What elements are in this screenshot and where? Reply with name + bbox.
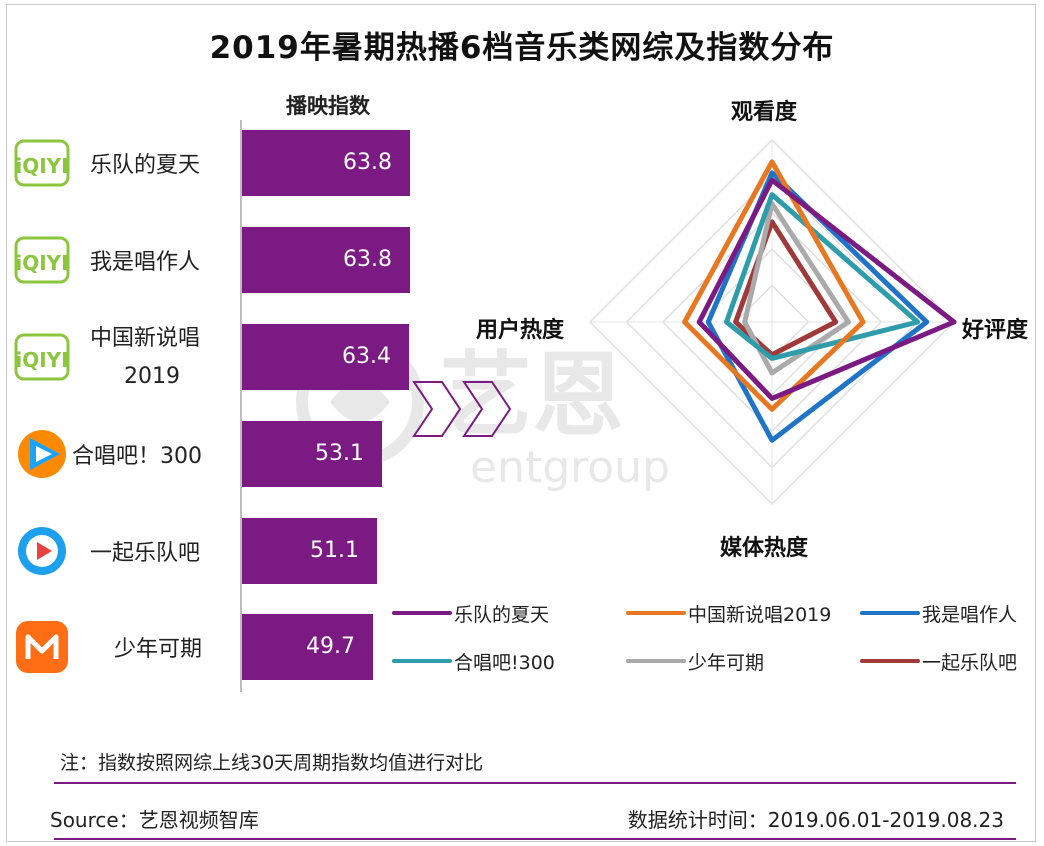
youku-logo-icon — [14, 523, 70, 579]
bar-row: iQIYI 我是唱作人 — [0, 227, 440, 293]
chevron-arrows-icon — [412, 381, 512, 437]
show-name-line2: 2019 — [124, 364, 180, 389]
bar-value-label: 63.8 — [343, 150, 392, 175]
bar-axis-line — [240, 120, 242, 692]
bar: 49.7 — [242, 614, 373, 680]
mgtv-logo-icon — [14, 619, 70, 675]
radar-axis-label-right: 好评度 — [962, 318, 1029, 343]
divider — [54, 782, 1016, 784]
legend-label: 我是唱作人 — [922, 603, 1018, 626]
footnote: 注：指数按照网综上线30天周期指数均值进行对比 — [60, 752, 484, 774]
chart-frame — [6, 4, 1036, 842]
legend-swatch — [392, 659, 452, 663]
legend-swatch — [392, 611, 452, 615]
tencent-video-logo-icon — [14, 426, 70, 482]
watermark-en: entgroup — [470, 442, 670, 492]
show-name: 合唱吧！300 — [72, 444, 202, 469]
legend-swatch — [860, 659, 920, 663]
bar-value-label: 63.4 — [342, 344, 391, 369]
bar-value-label: 63.8 — [343, 247, 392, 272]
radar-axis-label-top: 观看度 — [731, 100, 798, 125]
iqiyi-logo-icon: iQIYI — [14, 232, 70, 288]
bar-row: 一起乐队吧 — [0, 518, 440, 584]
date-range-text: 数据统计时间：2019.06.01-2019.08.23 — [627, 808, 1004, 832]
svg-text:iQIYI: iQIYI — [15, 251, 68, 275]
source-text: Source：艺恩视频智库 — [50, 808, 259, 832]
bar: 63.8 — [242, 227, 410, 293]
show-name: 一起乐队吧 — [90, 541, 201, 566]
bar-row: 少年可期 — [0, 614, 440, 680]
show-name: 乐队的夏天 — [90, 153, 201, 178]
show-name: 少年可期 — [114, 637, 203, 662]
legend-swatch — [860, 611, 920, 615]
bar-value-label: 51.1 — [310, 538, 359, 563]
svg-text:iQIYI: iQIYI — [15, 154, 68, 178]
legend-label: 合唱吧!300 — [454, 651, 555, 674]
legend-item: 乐队的夏天 — [392, 600, 549, 626]
bar-row: iQIYI 中国新说唱 2019 — [0, 324, 440, 390]
radar-axis-label-left: 用户热度 — [476, 318, 565, 343]
radar-axis-label-bottom: 媒体热度 — [720, 536, 809, 561]
show-name: 中国新说唱 — [90, 326, 201, 351]
legend-item: 合唱吧!300 — [392, 648, 555, 674]
bar: 53.1 — [242, 421, 382, 487]
bar-value-label: 53.1 — [315, 441, 364, 466]
legend-label: 乐队的夏天 — [454, 603, 550, 626]
legend-label: 少年可期 — [688, 651, 765, 674]
bar: 63.8 — [242, 130, 410, 196]
legend-item: 一起乐队吧 — [860, 648, 1017, 674]
show-name: 我是唱作人 — [90, 250, 201, 275]
bar-row: 合唱吧！300 — [0, 421, 440, 487]
bar-row: iQIYI 乐队的夏天 — [0, 130, 440, 196]
chart-title: 2019年暑期热播6档音乐类网综及指数分布 — [209, 30, 835, 66]
bar-value-label: 49.7 — [306, 634, 355, 659]
legend-swatch — [626, 659, 686, 663]
legend-item: 中国新说唱2019 — [626, 600, 831, 626]
legend-label: 一起乐队吧 — [922, 651, 1018, 674]
iqiyi-logo-icon: iQIYI — [14, 329, 70, 385]
legend-item: 我是唱作人 — [860, 600, 1017, 626]
legend-item: 少年可期 — [626, 648, 764, 674]
divider — [54, 838, 1016, 840]
bar: 51.1 — [242, 518, 377, 584]
legend-label: 中国新说唱2019 — [688, 603, 832, 626]
bar-chart-title: 播映指数 — [286, 94, 370, 118]
svg-text:iQIYI: iQIYI — [15, 348, 68, 372]
bar: 63.4 — [242, 324, 409, 390]
legend-swatch — [626, 611, 686, 615]
iqiyi-logo-icon: iQIYI — [14, 135, 70, 191]
